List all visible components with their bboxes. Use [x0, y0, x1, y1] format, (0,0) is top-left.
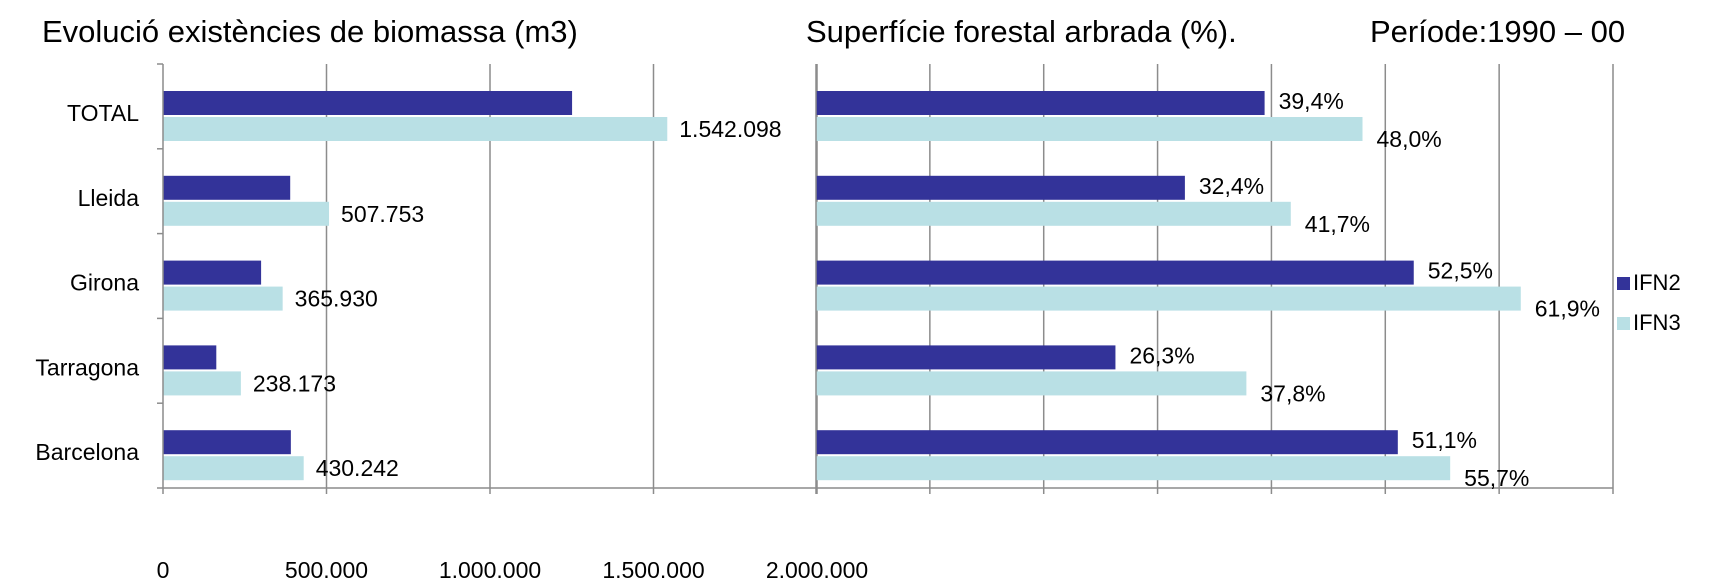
right-bar-ifn3-lleida — [816, 201, 1291, 226]
right-data-label-ifn3-total: 48,0% — [1377, 126, 1442, 152]
right-data-label-ifn3-lleida: 41,7% — [1305, 211, 1370, 237]
left-bar-ifn2-total — [163, 91, 573, 115]
right-bar-ifn2-girona — [816, 260, 1414, 285]
left-chart-title: Evolució existències de biomassa (m3) — [42, 14, 578, 49]
left-bar-ifn3-barcelona — [163, 456, 304, 481]
legend-label-ifn2: IFN2 — [1633, 270, 1681, 295]
category-label-tarragona: Tarragona — [35, 354, 139, 380]
period-label: Període:1990 – 00 — [1370, 14, 1626, 49]
left-bar-ifn3-lleida — [163, 201, 330, 226]
right-bars — [816, 91, 1521, 481]
left-x-tick-label: 1.000.000 — [439, 557, 541, 583]
right-bar-ifn2-lleida — [816, 175, 1185, 200]
left-x-tick-label: 0 — [157, 557, 170, 583]
left-bar-ifn2-barcelona — [163, 430, 291, 455]
left-x-tick-label: 1.500.000 — [602, 557, 704, 583]
category-label-lleida: Lleida — [78, 185, 140, 211]
left-data-label-ifn3-barcelona: 430.242 — [316, 455, 399, 481]
right-bar-ifn3-barcelona — [816, 456, 1451, 481]
legend: IFN2 IFN3 — [1617, 270, 1681, 335]
left-bar-ifn2-tarragona — [163, 345, 217, 370]
axes — [157, 63, 1614, 494]
right-data-label-ifn3-girona: 61,9% — [1535, 296, 1600, 322]
right-bar-ifn3-tarragona — [816, 371, 1247, 396]
left-bar-ifn2-girona — [163, 260, 262, 285]
right-data-label-ifn2-girona: 52,5% — [1428, 258, 1493, 284]
left-x-tick-label: 500.000 — [285, 557, 368, 583]
category-label-barcelona: Barcelona — [35, 439, 139, 465]
right-chart-title: Superfície forestal arbrada (%). — [806, 14, 1237, 49]
category-label-girona: Girona — [70, 270, 139, 296]
right-data-label-ifn3-barcelona: 55,7% — [1464, 465, 1529, 491]
right-bar-ifn2-tarragona — [816, 345, 1116, 370]
labels: 0 500.000 1.000.000 1.500.000 2.000.000 TOTAL… — [35, 88, 1600, 583]
right-bar-ifn3-total — [816, 117, 1363, 141]
left-bar-ifn2-lleida — [163, 175, 291, 200]
left-bar-ifn3-girona — [163, 286, 283, 311]
legend-swatch-ifn3 — [1617, 317, 1630, 330]
left-bar-ifn3-total — [163, 117, 668, 141]
left-data-label-ifn3-lleida: 507.753 — [341, 201, 424, 227]
right-bar-ifn2-barcelona — [816, 430, 1398, 455]
right-bar-ifn3-girona — [816, 286, 1521, 311]
category-label-total: TOTAL — [67, 100, 139, 126]
right-data-label-ifn2-lleida: 32,4% — [1199, 173, 1264, 199]
left-data-label-ifn3-total: 1.542.098 — [679, 116, 781, 142]
left-bar-ifn3-tarragona — [163, 371, 241, 396]
left-data-label-ifn3-tarragona: 238.173 — [253, 370, 336, 396]
right-data-label-ifn2-total: 39,4% — [1279, 88, 1344, 114]
right-data-label-ifn2-tarragona: 26,3% — [1129, 342, 1194, 368]
right-data-label-ifn2-barcelona: 51,1% — [1412, 427, 1477, 453]
legend-label-ifn3: IFN3 — [1633, 310, 1681, 335]
right-data-label-ifn3-tarragona: 37,8% — [1260, 380, 1325, 406]
left-data-label-ifn3-girona: 365.930 — [295, 286, 378, 312]
right-bar-ifn2-total — [816, 91, 1265, 115]
left-bars — [163, 91, 668, 481]
legend-swatch-ifn2 — [1617, 277, 1630, 290]
left-x-tick-label: 2.000.000 — [766, 557, 868, 583]
